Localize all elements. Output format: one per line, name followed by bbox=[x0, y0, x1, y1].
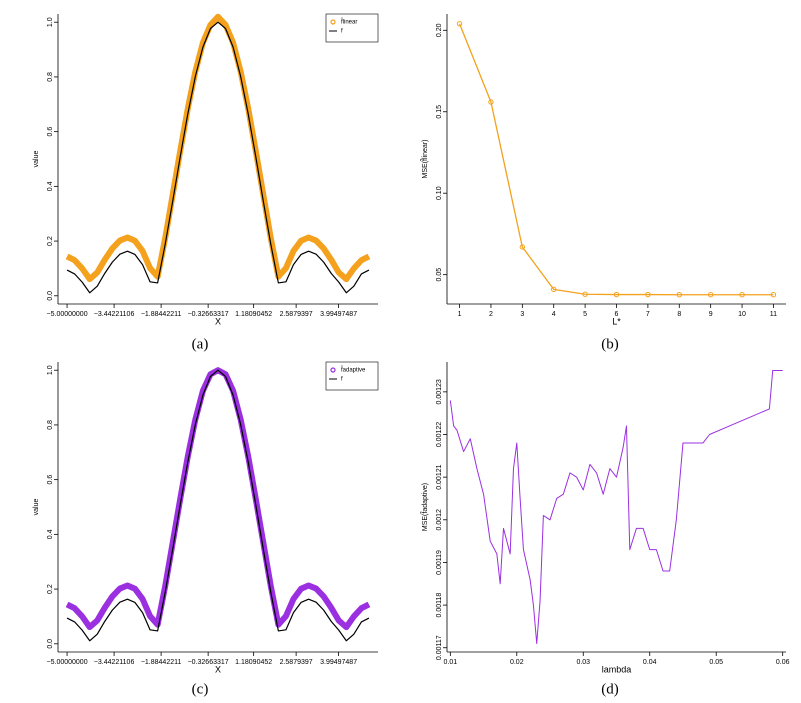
x-tick-label: 3.99497487 bbox=[320, 659, 357, 666]
legend-label: f bbox=[341, 29, 343, 35]
y-tick-label: 0.0012 bbox=[436, 509, 443, 531]
marker bbox=[676, 292, 682, 298]
x-axis-label: X bbox=[215, 316, 221, 326]
x-tick-label: −5.00000000 bbox=[47, 311, 88, 318]
x-tick-label: 8 bbox=[677, 311, 681, 318]
x-tick-label: 3 bbox=[520, 311, 524, 318]
y-tick-label: 1.0 bbox=[47, 17, 54, 27]
x-tick-label: 6 bbox=[615, 311, 619, 318]
marker bbox=[456, 21, 463, 27]
marker bbox=[770, 292, 777, 298]
legend-box bbox=[325, 361, 379, 391]
x-tick-label: 0.02 bbox=[510, 659, 524, 666]
x-tick-label: −0.32663317 bbox=[188, 311, 229, 318]
x-tick-label: 0.01 bbox=[444, 659, 458, 666]
x-tick-label: 5 bbox=[583, 311, 587, 318]
x-tick-label: −3.44221106 bbox=[94, 311, 135, 318]
y-tick-label: 0.8 bbox=[47, 72, 54, 82]
marker bbox=[488, 99, 494, 105]
caption: (a) bbox=[192, 336, 209, 352]
line-series bbox=[65, 13, 371, 283]
x-tick-label: 2.5879397 bbox=[280, 659, 313, 666]
x-tick-label: −0.32663317 bbox=[188, 659, 229, 666]
y-tick-label: 0.2 bbox=[47, 236, 54, 246]
legend-label: f bbox=[341, 377, 343, 383]
line-series bbox=[66, 21, 370, 294]
y-tick-label: 0.00122 bbox=[436, 422, 443, 447]
line-series bbox=[66, 369, 370, 642]
y-axis-label: value bbox=[33, 499, 40, 516]
x-tick-label: 7 bbox=[646, 311, 650, 318]
x-tick-label: 0.05 bbox=[709, 659, 723, 666]
x-tick-label: −5.00000000 bbox=[47, 659, 88, 666]
marker bbox=[582, 291, 588, 297]
y-tick-label: 0.00118 bbox=[436, 593, 443, 618]
marker bbox=[519, 244, 526, 250]
y-tick-label: 0.0 bbox=[47, 291, 54, 301]
x-tick-label: −3.44221106 bbox=[94, 659, 135, 666]
x-tick-label: 2 bbox=[489, 311, 493, 318]
legend-swatch bbox=[330, 367, 336, 373]
x-tick-label: 0.03 bbox=[576, 659, 590, 666]
caption: (b) bbox=[601, 336, 619, 352]
marker bbox=[707, 292, 714, 298]
y-axis-label: MSE(f̂adaptive) bbox=[421, 483, 429, 531]
y-tick-label: 0.0 bbox=[47, 639, 54, 649]
marker bbox=[739, 292, 745, 298]
caption: (c) bbox=[192, 681, 209, 697]
caption: (d) bbox=[601, 681, 619, 697]
x-axis-label: X bbox=[215, 664, 221, 674]
marker bbox=[645, 291, 651, 298]
marker bbox=[551, 286, 557, 293]
y-tick-label: 0.00121 bbox=[436, 464, 443, 489]
legend-label: f̂adaptive bbox=[341, 367, 366, 374]
line-series bbox=[65, 367, 371, 631]
legend-box bbox=[325, 13, 379, 43]
y-tick-label: 0.00119 bbox=[436, 550, 443, 575]
x-tick-label: 4 bbox=[552, 311, 556, 318]
x-tick-label: 0.04 bbox=[643, 659, 657, 666]
y-tick-label: 0.2 bbox=[47, 584, 54, 594]
y-tick-label: 0.8 bbox=[47, 420, 54, 430]
y-tick-label: 0.6 bbox=[47, 475, 54, 485]
y-tick-label: 0.15 bbox=[436, 105, 443, 119]
y-axis-label: MSE(f̂linear) bbox=[421, 140, 429, 179]
y-tick-label: 0.10 bbox=[436, 186, 443, 200]
x-tick-label: 9 bbox=[709, 311, 713, 318]
x-tick-label: −1.88442211 bbox=[141, 311, 182, 318]
y-tick-label: 0.05 bbox=[436, 268, 443, 282]
x-tick-label: 1.18090452 bbox=[235, 311, 272, 318]
y-tick-label: 1.0 bbox=[47, 365, 54, 375]
y-tick-label: 0.00117 bbox=[436, 635, 443, 660]
x-axis-label: lambda bbox=[602, 664, 632, 674]
x-tick-label: 10 bbox=[738, 311, 746, 318]
line-series bbox=[449, 370, 783, 644]
line-series bbox=[458, 23, 774, 296]
x-tick-label: 1.18090452 bbox=[235, 659, 272, 666]
y-tick-label: 0.00123 bbox=[436, 379, 443, 404]
legend-label: f̂linear bbox=[341, 19, 358, 26]
x-tick-label: 1 bbox=[458, 311, 462, 318]
x-axis-label: L* bbox=[612, 316, 621, 326]
x-tick-label: −1.88442211 bbox=[141, 659, 182, 666]
legend-swatch bbox=[330, 19, 336, 25]
y-tick-label: 0.20 bbox=[436, 23, 443, 37]
x-tick-label: 0.06 bbox=[776, 659, 790, 666]
marker bbox=[613, 291, 620, 298]
y-tick-label: 0.6 bbox=[47, 127, 54, 137]
x-tick-label: 11 bbox=[770, 311, 777, 318]
y-axis-label: value bbox=[33, 151, 40, 168]
y-tick-label: 0.4 bbox=[47, 529, 54, 539]
y-tick-label: 0.4 bbox=[47, 181, 54, 191]
x-tick-label: 2.5879397 bbox=[280, 311, 313, 318]
x-tick-label: 3.99497487 bbox=[320, 311, 357, 318]
